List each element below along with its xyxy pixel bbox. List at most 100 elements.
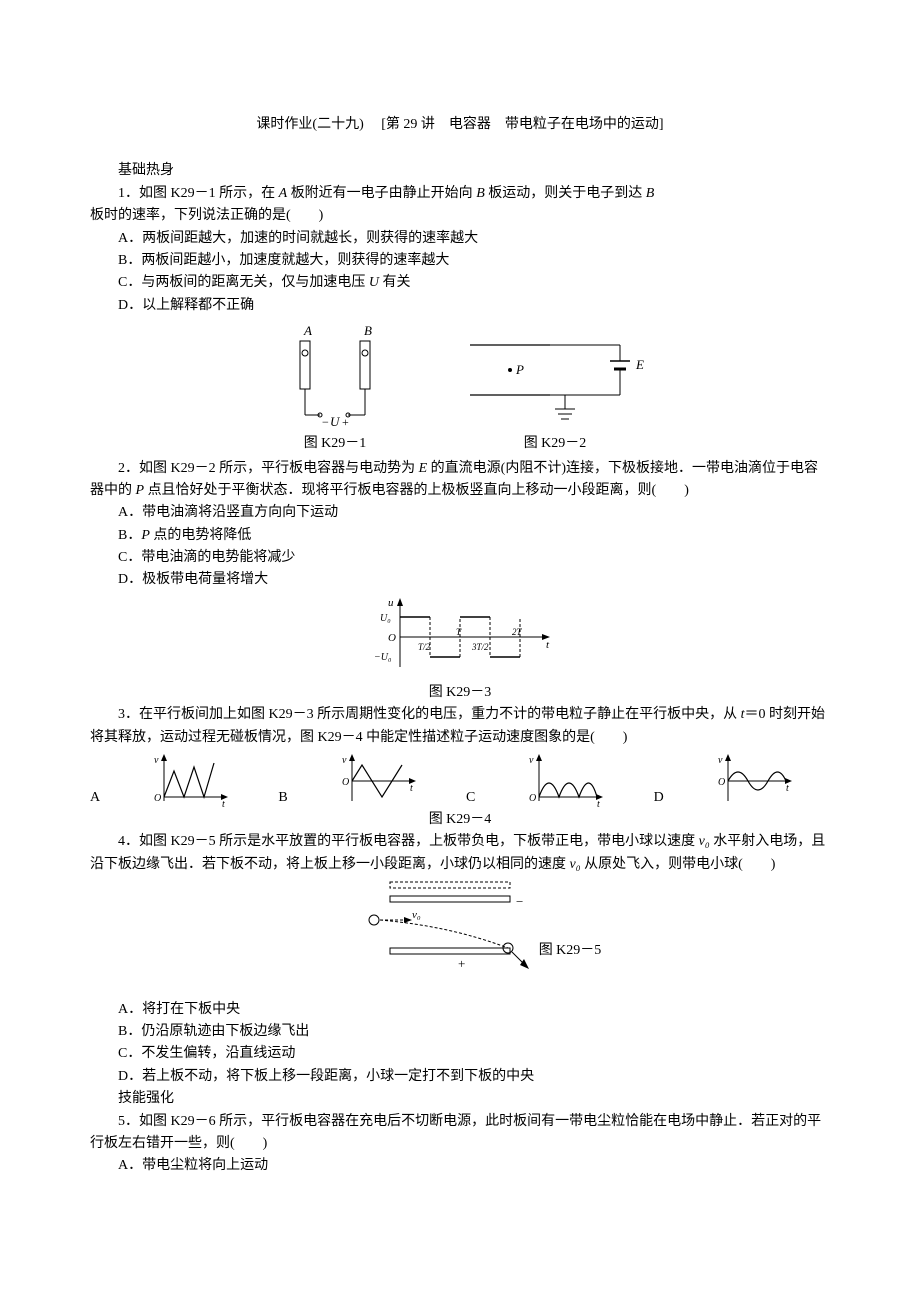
lbl-O: O [388, 632, 396, 644]
q2-optA: A．带电油滴将沿竖直方向向下运动 [90, 502, 830, 524]
label-A: A [303, 323, 312, 338]
title-left: 课时作业(二十九) [256, 117, 363, 132]
q2-stem-c: 点且恰好处于平衡状态．现将平行板电容器的上极板竖直向上移动一小段距离，则( ) [144, 483, 689, 498]
var-P: P [136, 483, 145, 498]
top-plate-moved [390, 882, 510, 888]
title-right: [第 29 讲 电容器 带电粒子在电场中的运动] [381, 117, 663, 132]
q3-stem-a: 3．在平行板间加上如图 K29－3 所示周期性变化的电压，重力不计的带电粒子静止… [118, 707, 741, 722]
var-P2: P [141, 528, 150, 543]
q1-optC-b: 有关 [379, 275, 411, 290]
var-v0b: v₀ [570, 857, 581, 872]
y-arrow [397, 598, 403, 606]
q2-optB-b: 点的电势将降低 [150, 528, 252, 543]
q1-stem: 1．如图 K29－1 所示，在 A 板附近有一电子由静止开始向 B 板运动，则关… [90, 183, 830, 205]
figure-row-1-2: A B − U + 图 K29－1 [90, 323, 830, 455]
svg-text:O: O [342, 777, 349, 788]
exit-arrow-head [520, 959, 529, 969]
plate-B [360, 341, 370, 389]
q2-optB: B．P 点的电势将降低 [90, 525, 830, 547]
vt-sketch-A: v O t [152, 753, 230, 809]
figure-k29-5: − + v₀ 图 K29－5 [90, 876, 830, 998]
terminal-B [362, 350, 368, 356]
q4-stem-c: 从原处飞入，则带电小球( ) [581, 857, 776, 872]
svg-text:t: t [597, 799, 600, 809]
vt-sketch-B: v O t [340, 753, 418, 809]
lbl-t: t [546, 639, 550, 651]
plate-A [300, 341, 310, 389]
q2-optC: C．带电油滴的电势能将减少 [90, 547, 830, 569]
document-page: 课时作业(二十九) [第 29 讲 电容器 带电粒子在电场中的运动] 基础热身 … [0, 0, 920, 1302]
svg-text:v: v [154, 755, 159, 766]
var-U: U [369, 275, 379, 290]
fig1-label: 图 K29－1 [260, 433, 410, 455]
opt-D-label: D [654, 787, 664, 809]
q4-optA: A．将打在下板中央 [90, 999, 830, 1021]
bottom-plate-q4 [390, 948, 510, 954]
svg-text:O: O [154, 793, 161, 804]
v0-arrow-head [404, 917, 412, 923]
label-v0: v₀ [412, 909, 421, 921]
label-B: B [364, 323, 372, 338]
var-B2: B [646, 186, 655, 201]
svg-text:t: t [222, 799, 225, 809]
ball-in [369, 915, 379, 925]
var-A: A [279, 186, 288, 201]
svg-text:v: v [342, 755, 347, 766]
q1-optC-a: C．与两板间的距离无关，仅与加速电压 [118, 275, 369, 290]
lbl-T2: T/2 [418, 642, 431, 652]
figure-k29-2: P E 图 K29－2 [450, 323, 660, 455]
fig4-label: 图 K29－4 [90, 809, 830, 831]
svg-text:O: O [718, 777, 725, 788]
q2-optD: D．极板带电荷量将增大 [90, 569, 830, 591]
q1-optB: B．两板间距越小，加速度就越大，则获得的速率越大 [90, 250, 830, 272]
page-title: 课时作业(二十九) [第 29 讲 电容器 带电粒子在电场中的运动] [90, 114, 830, 136]
point-P [508, 368, 512, 372]
lbl-u: u [388, 597, 394, 609]
terminal-A [302, 350, 308, 356]
fig2-label: 图 K29－2 [450, 433, 660, 455]
sign-plus-q4: + [458, 956, 465, 971]
sign-minus: − [322, 415, 329, 429]
figure-k29-1: A B − U + 图 K29－1 [260, 323, 410, 455]
sign-minus-q4: − [516, 894, 523, 909]
var-v0: v₀ [699, 834, 710, 849]
q1-optA: A．两板间距越大，加速的时间就越长，则获得的速率越大 [90, 228, 830, 250]
svg-text:v: v [718, 755, 723, 766]
q2-stem: 2．如图 K29－2 所示，平行板电容器与电动势为 E 的直流电源(内阻不计)连… [90, 458, 830, 503]
section-heading-1: 基础热身 [90, 160, 830, 182]
q4-stem: 4．如图 K29－5 所示是水平放置的平行板电容器，上板带负电，下板带正电，带电… [90, 831, 830, 876]
label-E: E [635, 357, 644, 372]
var-E: E [419, 461, 428, 476]
q2-optB-a: B． [118, 528, 141, 543]
q1-optD: D．以上解释都不正确 [90, 295, 830, 317]
q4-optC: C．不发生偏转，沿直线运动 [90, 1043, 830, 1065]
opt-C-label: C [466, 787, 475, 809]
figure-k29-4: A v O t B v O t C v O t D [90, 753, 830, 809]
q2-stem-a: 2．如图 K29－2 所示，平行板电容器与电动势为 [118, 461, 419, 476]
fig5-label: 图 K29－5 [539, 940, 602, 962]
svg-text:O: O [529, 793, 536, 804]
q1-stem-a: 1．如图 K29－1 所示，在 [118, 186, 279, 201]
q5-optA: A．带电尘粒将向上运动 [90, 1155, 830, 1177]
lbl-T: T [456, 627, 462, 637]
opt-B-label: B [278, 787, 287, 809]
var-B: B [476, 186, 485, 201]
lbl-3T2: 3T/2 [471, 642, 489, 652]
sign-plus: + [342, 415, 349, 429]
diagram-k29-3: u U₀ O −U₀ T/2 T 3T/2 2T t [360, 592, 560, 682]
label-P: P [515, 362, 524, 377]
q5-stem: 5．如图 K29－6 所示，平行板电容器在充电后不切断电源，此时板间有一带电尘粒… [90, 1111, 830, 1156]
fig3-label: 图 K29－3 [90, 682, 830, 704]
trajectory [380, 920, 508, 948]
q1-stem-b: 板附近有一电子由静止开始向 [287, 186, 476, 201]
lbl-nU0: −U₀ [374, 652, 392, 663]
q1-stem-c: 板运动，则关于电子到达 [485, 186, 646, 201]
lbl-2T: 2T [512, 627, 523, 637]
figure-k29-3: u U₀ O −U₀ T/2 T 3T/2 2T t 图 K29－3 [90, 592, 830, 704]
q4-optB: B．仍沿原轨迹由下板边缘飞出 [90, 1021, 830, 1043]
vt-sketch-D: v O t [716, 753, 794, 809]
section-heading-2: 技能强化 [90, 1088, 830, 1110]
svg-text:t: t [410, 783, 413, 794]
top-plate-q4 [390, 896, 510, 902]
label-U: U [330, 414, 341, 429]
